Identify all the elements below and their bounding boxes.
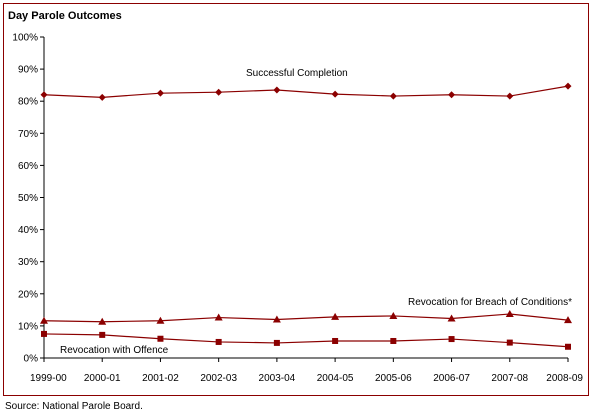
x-tick-label: 2001-02: [142, 373, 179, 384]
data-point-diamond: [156, 89, 164, 97]
data-point-square: [215, 338, 222, 345]
series-annotations: Successful Completion Revocation for Brea…: [60, 68, 572, 356]
source-note: Source: National Parole Board.: [5, 401, 143, 412]
series-label: Revocation with Offence: [60, 345, 169, 356]
x-tick-label: 2002-03: [200, 373, 237, 384]
x-tick-label: 2008-09: [546, 373, 583, 384]
data-point-square: [332, 337, 339, 344]
x-tick-label: 2003-04: [259, 373, 296, 384]
data-point-diamond: [506, 92, 514, 100]
series-line: [43, 333, 569, 348]
chart-frame: [3, 3, 589, 396]
data-point-square: [565, 343, 571, 350]
x-tick-label: 2007-08: [491, 373, 528, 384]
data-point-diamond: [331, 90, 339, 98]
data-point-square: [390, 337, 397, 344]
data-point-square: [41, 330, 47, 337]
x-tick-label: 2000-01: [84, 373, 121, 384]
data-point-triangle: [389, 311, 398, 319]
x-tick-label: 2006-07: [433, 373, 470, 384]
data-point-triangle: [272, 315, 281, 323]
y-tick-label: 30%: [18, 257, 38, 268]
data-point-diamond: [215, 88, 223, 96]
series-line: [43, 85, 569, 98]
data-point-diamond: [564, 82, 572, 90]
y-tick-label: 10%: [18, 321, 38, 332]
data-point-triangle: [564, 316, 572, 324]
data-point-diamond: [40, 91, 48, 99]
data-point-diamond: [448, 91, 456, 99]
x-tick-label: 1999-00: [30, 373, 67, 384]
y-tick-label: 20%: [18, 289, 38, 300]
y-tick-label: 100%: [12, 33, 38, 44]
data-point-triangle: [40, 316, 48, 324]
data-point-triangle: [505, 310, 514, 318]
chart-axes: [43, 37, 568, 359]
data-point-square: [506, 339, 513, 346]
data-point-triangle: [156, 316, 165, 324]
series-label: Revocation for Breach of Conditions*: [408, 297, 572, 308]
chart-ticks: 0% 10% 20% 30% 40% 50% 60% 70% 80% 90% 100% 1999-00…: [12, 33, 583, 385]
y-tick-label: 0%: [24, 354, 39, 365]
data-point-triangle: [331, 312, 340, 320]
chart-title: Day Parole Outcomes: [8, 10, 122, 22]
data-point-square: [99, 331, 106, 338]
y-tick-label: 90%: [18, 65, 38, 76]
data-point-triangle: [447, 314, 456, 322]
line-chart: Day Parole Outcomes 0% 10% 20% 30% 40% 50% 60%…: [8, 10, 583, 385]
data-point-diamond: [273, 86, 281, 94]
x-tick-label: 2005-06: [375, 373, 412, 384]
chart-series: [40, 82, 572, 350]
series-line: [43, 313, 569, 323]
y-tick-label: 40%: [18, 225, 38, 236]
y-tick-label: 50%: [18, 193, 38, 204]
data-point-triangle: [98, 317, 107, 325]
data-point-square: [448, 336, 455, 343]
x-tick-label: 2004-05: [317, 373, 354, 384]
y-tick-label: 60%: [18, 161, 38, 172]
data-point-diamond: [98, 93, 106, 101]
data-point-square: [273, 339, 280, 346]
data-point-diamond: [389, 92, 397, 100]
data-point-triangle: [214, 313, 223, 321]
series-label: Successful Completion: [246, 68, 348, 79]
y-tick-label: 70%: [18, 129, 38, 140]
data-point-square: [157, 335, 164, 342]
y-tick-label: 80%: [18, 97, 38, 108]
